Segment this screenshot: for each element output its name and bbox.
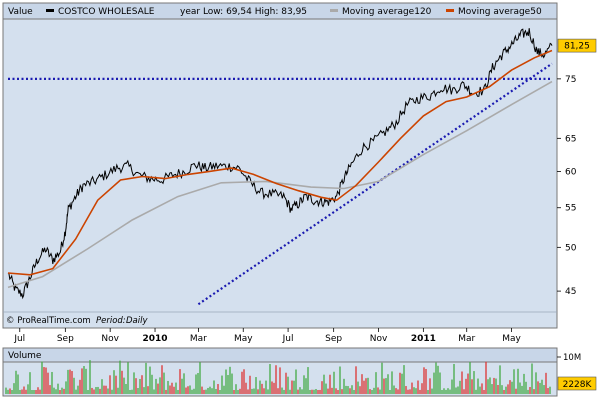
header-bar (2, 2, 558, 20)
price-legend-swatch (46, 9, 54, 12)
volume-title: Volume (8, 351, 42, 361)
last-price-label: 81,25 (564, 42, 590, 52)
y-tick-label: 65 (565, 134, 576, 144)
period-value: Daily (126, 316, 148, 326)
volume-last-label: 2228K (563, 380, 593, 390)
x-tick-label: Jul (282, 334, 294, 344)
x-tick-label: May (234, 334, 253, 344)
ma50-legend-swatch (446, 9, 454, 12)
ma120-label: Moving average120 (342, 7, 432, 17)
y-tick-label: 45 (565, 287, 576, 297)
y-tick-label: 55 (565, 204, 576, 214)
symbol-name: COSTCO WHOLESALE (58, 7, 155, 17)
x-tick-label: Sep (325, 334, 342, 344)
volume-last-box (557, 376, 597, 391)
x-tick-label: Mar (190, 334, 207, 344)
support-trendline (197, 62, 553, 306)
price-panel: Value COSTCO WHOLESALE year Low: 69,54 H… (2, 2, 558, 329)
volume-panel: Volume 10M 2228K (2, 347, 597, 397)
y-tick-label: 50 (565, 243, 577, 253)
x-tick-label: 2011 (411, 334, 436, 344)
volume-bars (5, 360, 551, 394)
axis-ticks: 45 50 55 60 65 75 Jul Sep Nov 2010 Mar May Jul Sep Nov… (13, 75, 576, 344)
ma50-label: Moving average50 (458, 7, 542, 17)
x-tick-label: Mar (458, 334, 475, 344)
y-tick-label: 60 (565, 168, 577, 178)
year-range: year Low: 69,54 High: 83,95 (180, 7, 307, 17)
last-price-box (557, 38, 597, 53)
watermark: © ProRealTime.com (6, 316, 91, 326)
x-tick-label: 2010 (142, 334, 167, 344)
x-tick-label: Jul (13, 334, 25, 344)
period-label: Period: (96, 316, 126, 326)
ma50-line (7, 49, 553, 276)
ma120-line (7, 80, 553, 289)
x-tick-label: Sep (57, 334, 74, 344)
y-tick-label: 75 (565, 75, 576, 85)
x-tick-label: Nov (370, 334, 388, 344)
ma120-legend-swatch (330, 9, 338, 12)
last-price-tag: 81,25 (557, 38, 597, 53)
x-tick-label: May (502, 334, 521, 344)
x-tick-label: Nov (101, 334, 119, 344)
series-lines (7, 28, 553, 306)
value-label: Value (8, 7, 33, 17)
volume-tick-label: 10M (563, 353, 581, 363)
price-plot-area (2, 2, 558, 329)
volume-header-bar (2, 347, 558, 363)
